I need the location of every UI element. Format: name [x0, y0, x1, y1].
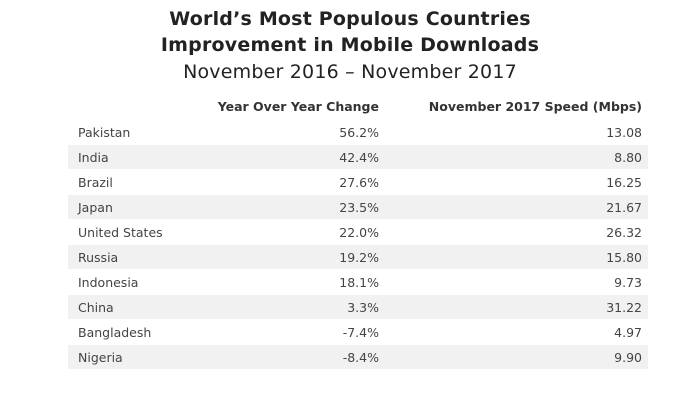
- speed-cell: 9.90: [614, 350, 642, 365]
- yoy-change-cell: 3.3%: [347, 300, 379, 315]
- speed-cell: 21.67: [606, 200, 642, 215]
- country-cell: Nigeria: [78, 350, 123, 365]
- country-cell: India: [78, 150, 109, 165]
- country-cell: Japan: [78, 200, 113, 215]
- table-row: Russia 19.2% 15.80: [68, 245, 648, 270]
- speed-cell: 16.25: [606, 175, 642, 190]
- country-cell: China: [78, 300, 114, 315]
- table-row: Japan 23.5% 21.67: [68, 195, 648, 220]
- table-row: Indonesia 18.1% 9.73: [68, 270, 648, 295]
- title-block: World’s Most Populous Countries Improvem…: [0, 6, 700, 86]
- country-cell: Bangladesh: [78, 325, 152, 340]
- country-cell: Pakistan: [78, 125, 131, 140]
- table-row: Brazil 27.6% 16.25: [68, 170, 648, 195]
- yoy-change-cell: -7.4%: [342, 325, 379, 340]
- speed-cell: 15.80: [606, 250, 642, 265]
- table-row: Nigeria -8.4% 9.90: [68, 345, 648, 370]
- country-cell: United States: [78, 225, 163, 240]
- yoy-change-cell: 56.2%: [339, 125, 379, 140]
- yoy-change-cell: 22.0%: [339, 225, 379, 240]
- table-row: Pakistan 56.2% 13.08: [68, 120, 648, 145]
- table-row: Bangladesh -7.4% 4.97: [68, 320, 648, 345]
- speed-cell: 31.22: [606, 300, 642, 315]
- yoy-change-cell: -8.4%: [342, 350, 379, 365]
- yoy-change-cell: 18.1%: [339, 275, 379, 290]
- speed-cell: 4.97: [614, 325, 642, 340]
- speed-cell: 8.80: [614, 150, 642, 165]
- table-body: Pakistan 56.2% 13.08 India 42.4% 8.80 Brazil 27…: [68, 120, 648, 370]
- speed-cell: 26.32: [606, 225, 642, 240]
- table-row: India 42.4% 8.80: [68, 145, 648, 170]
- chart-title-line2: Improvement in Mobile Downloads: [160, 34, 540, 56]
- chart-subtitle: November 2016 – November 2017: [183, 61, 517, 83]
- speed-cell: 9.73: [614, 275, 642, 290]
- table-header-row: Year Over Year Change November 2017 Spee…: [68, 95, 648, 120]
- data-table: Year Over Year Change November 2017 Spee…: [68, 95, 648, 370]
- yoy-change-cell: 23.5%: [339, 200, 379, 215]
- yoy-change-cell: 27.6%: [339, 175, 379, 190]
- chart-title: World’s Most Populous Countries: [169, 8, 531, 30]
- column-header-yoy-change: Year Over Year Change: [217, 99, 379, 114]
- table-row: United States 22.0% 26.32: [68, 220, 648, 245]
- country-cell: Indonesia: [78, 275, 139, 290]
- table-row: China 3.3% 31.22: [68, 295, 648, 320]
- speed-cell: 13.08: [606, 125, 642, 140]
- country-cell: Brazil: [78, 175, 113, 190]
- yoy-change-cell: 19.2%: [339, 250, 379, 265]
- country-cell: Russia: [78, 250, 119, 265]
- yoy-change-cell: 42.4%: [339, 150, 379, 165]
- column-header-speed: November 2017 Speed (Mbps): [428, 99, 642, 114]
